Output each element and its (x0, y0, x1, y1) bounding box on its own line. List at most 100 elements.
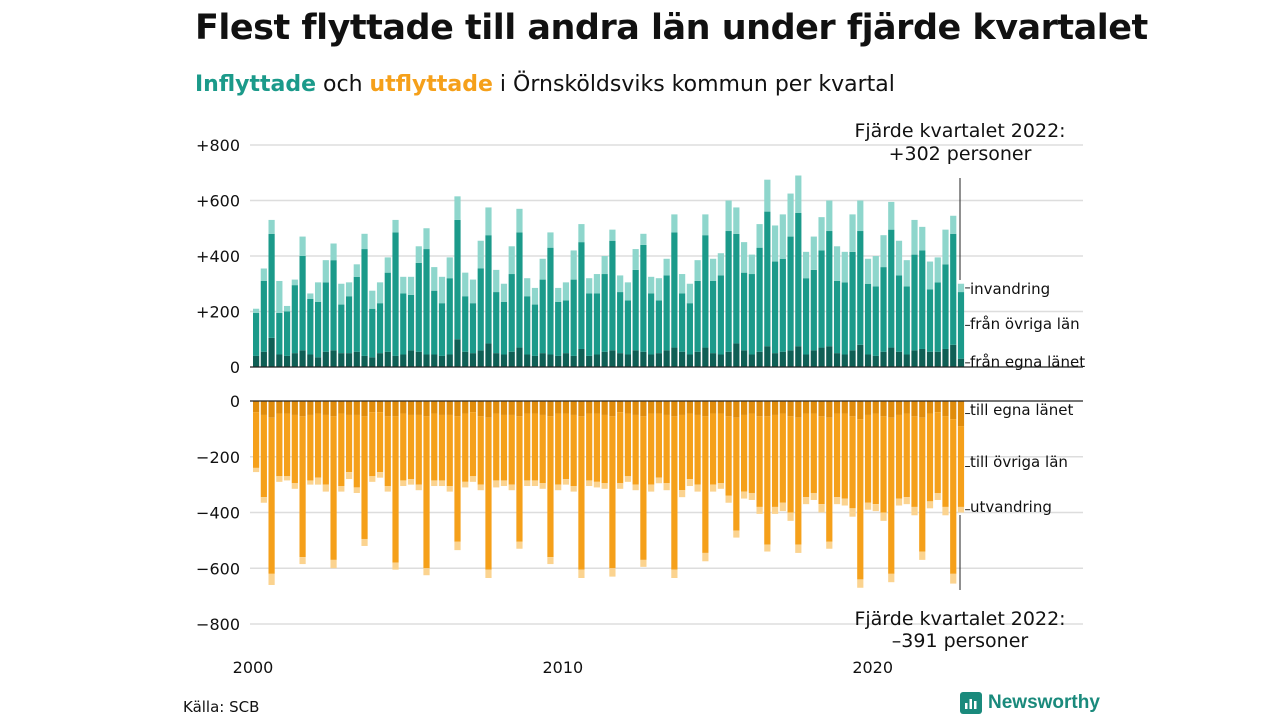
bar-in-immigration (578, 224, 585, 243)
bar-in-other-counties (849, 251, 856, 351)
bar-out-other-counties (679, 414, 686, 491)
bar-out-own-county (345, 401, 353, 415)
bar-in-immigration (253, 308, 260, 313)
bar-in-own-county (934, 351, 941, 367)
bar-out-emigration (895, 498, 903, 506)
bar-out-own-county (826, 401, 833, 418)
bar-out-other-counties (283, 413, 291, 477)
bar-in-own-county (717, 354, 724, 367)
bar-in-immigration (826, 200, 833, 232)
bar-in-other-counties (864, 283, 872, 355)
bar-out-emigration (601, 483, 608, 489)
bar-out-other-counties (802, 413, 810, 498)
newsworthy-logo-icon (960, 692, 982, 714)
bar-in-other-counties (431, 290, 438, 355)
bar-out-other-counties (462, 413, 469, 482)
bar-out-emigration (253, 467, 260, 473)
bar-out-other-counties (562, 413, 570, 480)
bar-in-immigration (500, 283, 508, 302)
bar-out-own-county (663, 401, 670, 415)
bar-in-other-counties (291, 285, 298, 354)
bar-out-other-counties (539, 414, 546, 484)
bar-in-immigration (531, 287, 539, 305)
bar-out-other-counties (702, 416, 709, 553)
bar-out-emigration (926, 501, 934, 509)
bar-in-immigration (338, 283, 345, 305)
bar-in-other-counties (268, 233, 275, 338)
bar-out-own-county (531, 401, 539, 414)
bar-out-emigration (872, 504, 879, 512)
bar-out-emigration (833, 497, 841, 505)
bar-in-own-county (686, 354, 693, 367)
bar-out-emigration (655, 477, 662, 484)
bar-in-immigration (392, 219, 399, 233)
bar-out-own-county (291, 401, 298, 415)
bar-in-immigration (384, 257, 391, 273)
bar-in-other-counties (810, 269, 817, 351)
subtitle-rest: i Örnsköldsviks kommun per kvartal (492, 72, 895, 97)
bar-out-emigration (694, 484, 701, 492)
bar-in-other-counties (919, 250, 926, 349)
bar-out-emigration (578, 569, 585, 578)
bar-out-other-counties (400, 413, 407, 481)
bar-in-other-counties (609, 240, 616, 351)
bar-in-own-county (586, 355, 593, 367)
bar-out-emigration (663, 483, 670, 491)
bar-in-own-county (609, 350, 616, 367)
bar-out-own-county (748, 401, 755, 414)
bar-out-own-county (632, 401, 639, 415)
bar-out-other-counties (818, 416, 825, 505)
bar-out-other-counties (934, 412, 941, 493)
bar-in-immigration (779, 214, 786, 259)
bar-out-other-counties (524, 413, 531, 481)
bar-in-other-counties (741, 272, 748, 351)
bar-in-other-counties (841, 282, 848, 355)
bar-in-other-counties (725, 231, 732, 352)
bar-out-other-counties (407, 414, 415, 480)
bar-out-other-counties (500, 414, 508, 481)
bar-out-own-county (446, 401, 453, 415)
bar-out-emigration (446, 486, 453, 492)
bar-in-own-county (671, 347, 678, 367)
bar-in-own-county (617, 353, 624, 368)
bar-out-own-county (593, 401, 601, 414)
bar-in-other-counties (872, 286, 879, 356)
brand-logo: Newsworthy (960, 692, 1100, 714)
bar-out-own-county (415, 401, 422, 415)
bar-out-other-counties (392, 416, 399, 563)
bar-in-immigration (849, 214, 856, 252)
bar-out-other-counties (338, 413, 345, 487)
bar-out-emigration (679, 490, 686, 498)
bar-out-own-county (562, 401, 570, 414)
bar-out-own-county (283, 401, 291, 414)
bar-in-other-counties (617, 292, 624, 354)
bar-in-other-counties (539, 279, 546, 354)
bar-in-own-county (648, 354, 655, 367)
bar-out-emigration (562, 479, 570, 485)
bar-out-own-county (849, 401, 856, 417)
y-tick-label-bottom: −600 (196, 559, 240, 578)
bar-out-emigration (547, 557, 554, 565)
bar-in-immigration (601, 256, 608, 275)
bar-in-own-county (748, 354, 755, 367)
bar-in-other-counties (818, 250, 825, 348)
bar-in-other-counties (330, 260, 337, 351)
bar-out-other-counties (438, 414, 446, 481)
bar-in-own-county (795, 346, 802, 367)
bar-in-immigration (609, 229, 616, 241)
bar-out-emigration (415, 484, 422, 491)
bar-out-other-counties (787, 416, 794, 513)
bar-in-immigration (283, 305, 291, 312)
bar-out-other-counties (299, 416, 306, 558)
bar-out-emigration (485, 569, 492, 578)
bar-out-own-county (353, 401, 360, 415)
bar-out-emigration (779, 502, 786, 512)
bar-in-other-counties (795, 212, 802, 347)
bar-in-other-counties (524, 296, 531, 355)
bar-in-own-county (880, 351, 887, 367)
bar-in-own-county (446, 354, 453, 367)
bar-in-other-counties (314, 301, 322, 358)
bar-in-own-county (539, 353, 546, 368)
bar-out-own-county (833, 401, 841, 414)
bar-out-other-counties (888, 417, 895, 574)
